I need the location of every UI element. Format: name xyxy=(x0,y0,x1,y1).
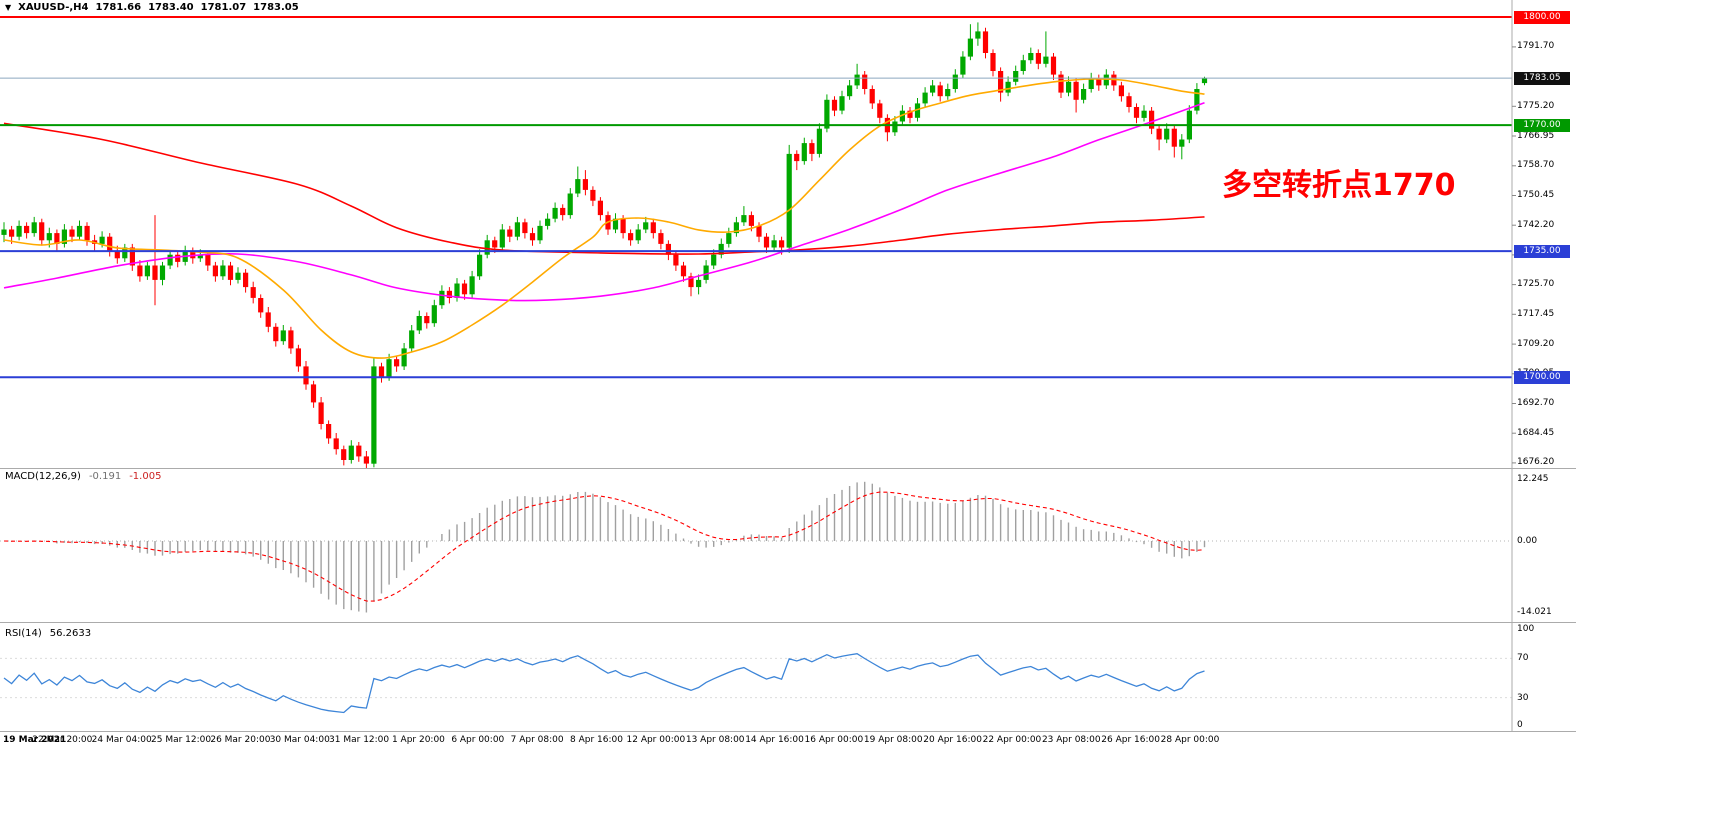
ohlc-low-value: 1781.07 xyxy=(200,2,247,13)
macd-panel-label: MACD(12,26,9) -0.191 -1.005 xyxy=(5,471,161,482)
macd-name: MACD(12,26,9) xyxy=(5,471,81,482)
rsi-scale-label: 70 xyxy=(1517,653,1529,664)
price-level-badge: 1770.00 xyxy=(1514,118,1570,132)
time-axis-label: 8 Apr 16:00 xyxy=(570,735,623,745)
macd-scale-label: 12.245 xyxy=(1517,474,1549,484)
time-axis-label: 30 Mar 04:00 xyxy=(269,735,330,745)
price-tick-label: 1725.70 xyxy=(1517,279,1555,290)
rsi-scale-label: 0 xyxy=(1517,720,1523,730)
price-tick-label: 1709.20 xyxy=(1517,338,1555,349)
current-price-badge: 1783.05 xyxy=(1514,71,1570,85)
price-level-badge: 1700.00 xyxy=(1514,370,1570,384)
symbol-dropdown-icon[interactable]: ▼ xyxy=(5,2,12,12)
ma-mid-magenta-line xyxy=(3,101,1205,302)
chart-title-bar: ▼ XAUUSD-,H4 1781.66 1783.40 1781.07 178… xyxy=(5,2,299,13)
time-axis-label: 25 Mar 12:00 xyxy=(151,735,212,745)
time-axis-label: 1 Apr 20:00 xyxy=(391,735,445,745)
price-tick-label: 1775.20 xyxy=(1517,100,1555,111)
macd-signal-value: -1.005 xyxy=(129,471,162,482)
rsi-panel-label: RSI(14) 56.2633 xyxy=(5,628,91,639)
rsi-line xyxy=(3,653,1205,714)
price-tick-label: 1742.20 xyxy=(1517,219,1555,230)
time-axis-label: 19 Apr 08:00 xyxy=(863,735,923,745)
ma-slow-red-line xyxy=(3,122,1205,255)
chart-canvas[interactable] xyxy=(0,0,1576,831)
ma-fast-orange-line xyxy=(3,78,1205,359)
annotation-text[interactable]: 多空转折点1770 xyxy=(1222,168,1456,203)
price-tick-label: 1758.70 xyxy=(1517,160,1555,171)
time-axis-label: 16 Apr 00:00 xyxy=(804,735,864,745)
time-axis-label: 26 Mar 20:00 xyxy=(210,735,271,745)
macd-scale-label: -14.021 xyxy=(1517,607,1552,617)
macd-signal-line xyxy=(3,491,1205,602)
time-axis-label: 7 Apr 08:00 xyxy=(510,735,564,745)
rsi-scale-label: 30 xyxy=(1517,692,1529,703)
time-axis-label: 19 Mar 2021 xyxy=(3,735,67,745)
price-tick-label: 1676.20 xyxy=(1517,457,1555,468)
price-tick-label: 1750.45 xyxy=(1517,189,1555,200)
ohlc-high-value: 1783.40 xyxy=(148,2,194,13)
time-axis-label: 13 Apr 08:00 xyxy=(685,735,745,745)
time-axis-label: 31 Mar 12:00 xyxy=(329,735,390,745)
rsi-value: 56.2633 xyxy=(49,628,92,639)
candles-layer xyxy=(1,22,1208,468)
price-tick-label: 1791.70 xyxy=(1517,41,1555,52)
price-tick-label: 1717.45 xyxy=(1517,308,1555,319)
time-axis-label: 23 Apr 08:00 xyxy=(1041,735,1101,745)
time-axis-label: 22 Mar 20:00 xyxy=(32,735,93,745)
symbol-timeframe-label: XAUUSD-,H4 xyxy=(18,2,89,13)
macd-scale-label: 0.00 xyxy=(1517,536,1538,546)
macd-main-value: -0.191 xyxy=(88,471,122,482)
price-level-badge: 1735.00 xyxy=(1514,244,1570,258)
price-tick-label: 1766.95 xyxy=(1517,130,1555,141)
time-axis-label: 24 Mar 04:00 xyxy=(91,735,152,745)
price-tick-label: 1692.70 xyxy=(1517,397,1555,408)
ohlc-close-value: 1783.05 xyxy=(253,2,299,13)
time-axis-label: 26 Apr 16:00 xyxy=(1101,735,1160,745)
price-level-badge: 1800.00 xyxy=(1514,10,1570,24)
rsi-scale-label: 100 xyxy=(1517,624,1535,634)
time-axis-label: 6 Apr 00:00 xyxy=(451,735,505,745)
time-axis-label: 14 Apr 16:00 xyxy=(745,735,804,745)
time-axis-label: 28 Apr 00:00 xyxy=(1160,735,1220,745)
ohlc-open-value: 1781.66 xyxy=(95,2,142,13)
time-axis-label: 12 Apr 00:00 xyxy=(626,735,686,745)
price-tick-label: 1684.45 xyxy=(1517,427,1555,438)
macd-histogram xyxy=(10,481,1206,613)
time-axis-label: 22 Apr 00:00 xyxy=(982,735,1042,745)
rsi-name: RSI(14) xyxy=(5,628,42,639)
time-axis-label: 20 Apr 16:00 xyxy=(923,735,982,745)
